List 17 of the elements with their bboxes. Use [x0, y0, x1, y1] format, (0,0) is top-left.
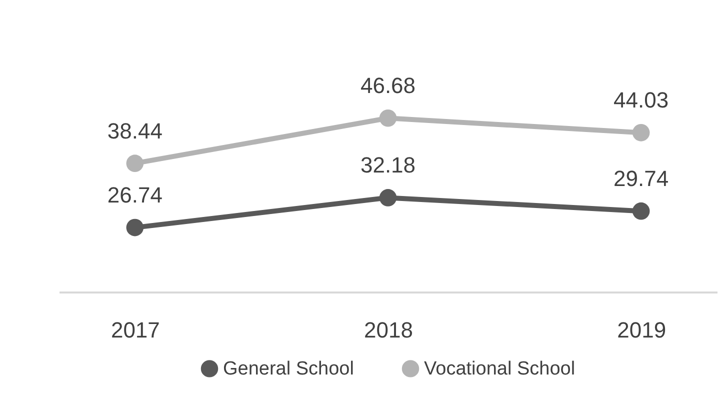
legend-label: General School: [223, 358, 354, 380]
point: [632, 202, 650, 220]
data-label: 29.74: [614, 166, 669, 192]
x-tick-label: 2017: [110, 318, 160, 342]
data-label: 26.74: [107, 182, 162, 208]
data-label: 46.68: [360, 73, 416, 98]
point: [379, 109, 397, 127]
point: [379, 189, 397, 206]
data-label: 38.44: [107, 118, 162, 144]
data-label: 32.18: [360, 152, 416, 178]
data-label: 44.03: [614, 88, 669, 113]
point: [126, 154, 144, 172]
legend-label: Vocational School: [424, 358, 576, 380]
x-tick-label: 2019: [617, 318, 666, 342]
point: [632, 124, 650, 142]
x-tick-label: 2018: [364, 318, 413, 342]
point: [126, 218, 144, 236]
